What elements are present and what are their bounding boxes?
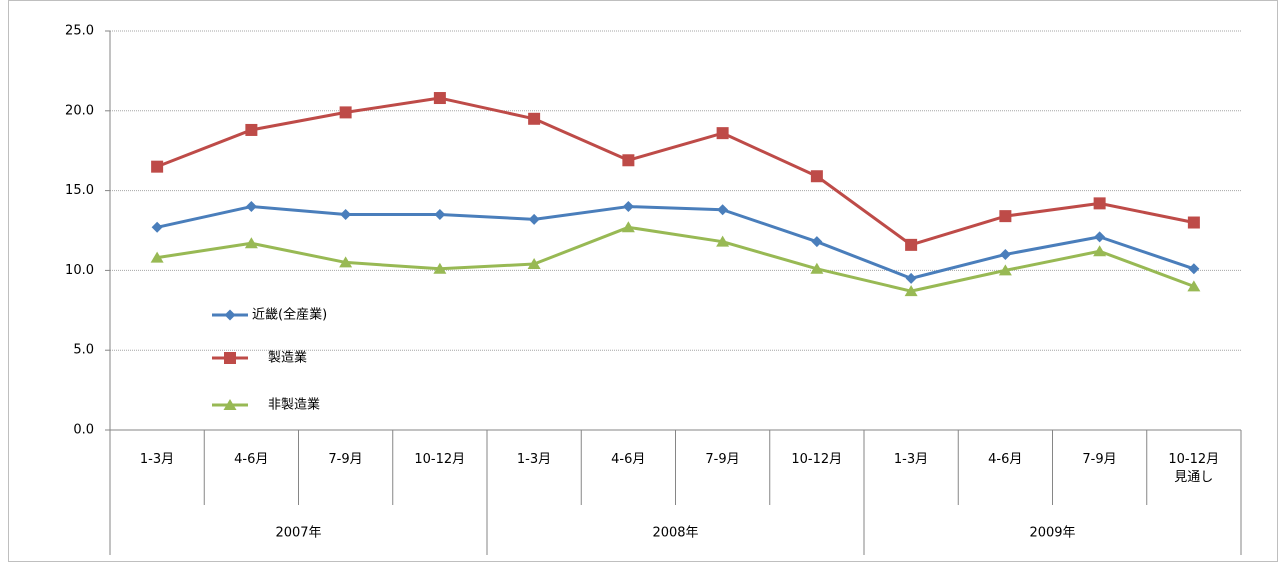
group-label: 2008年 [652,526,698,541]
x-tick-label: 10-12月 [791,452,843,467]
data-point [810,170,823,183]
data-point [1093,245,1107,257]
data-point [527,258,541,270]
x-tick-label: 7-9月 [705,452,740,467]
data-point [340,209,352,221]
data-point [622,201,634,213]
data-point [339,106,352,119]
x-tick-label: 4-6月 [988,452,1023,467]
data-point [151,160,164,173]
group-label: 2007年 [275,526,321,541]
data-point [1188,263,1200,275]
legend-marker [224,309,236,321]
y-tick-label: 0.0 [73,423,94,438]
data-point [245,123,258,136]
data-point [1093,197,1106,210]
data-point [433,92,446,105]
data-point [150,251,164,263]
x-tick-label: 1-3月 [516,452,552,467]
data-point [622,154,635,167]
data-point [999,248,1011,260]
data-point [245,201,257,213]
data-point [528,112,541,125]
data-point [998,264,1012,276]
series-line [156,205,1195,280]
legend-label: 近畿(全産業) [252,307,327,323]
legend-marker [224,352,236,364]
series-line [156,225,1195,293]
data-point [810,262,824,274]
data-point [717,204,729,216]
data-point [433,262,447,274]
x-tick-label: 1-3月 [139,452,175,467]
data-point [151,221,163,233]
data-point [716,235,730,247]
x-tick-label: 7-9月 [328,452,363,467]
x-tick-label: 10-12月 見通し [1168,452,1220,485]
y-tick-label: 10.0 [65,263,94,278]
chart-border [8,0,1278,562]
y-tick-label: 5.0 [73,343,94,358]
x-tick-label: 1-3月 [893,452,929,467]
data-point [904,285,918,297]
data-point [1187,280,1201,292]
y-tick-label: 25.0 [65,24,94,39]
y-tick-label: 15.0 [65,183,94,198]
data-point [528,213,540,225]
x-tick-label: 4-6月 [234,452,269,467]
series-line [156,96,1195,247]
x-tick-label: 10-12月 [414,452,466,467]
data-point [339,256,353,268]
data-point [999,210,1012,223]
data-point [434,209,446,221]
data-point [1094,231,1106,243]
group-label: 2009年 [1029,526,1075,541]
data-point [811,236,823,248]
x-tick-label: 4-6月 [611,452,646,467]
data-point [621,221,635,233]
data-point [244,237,258,249]
legend-marker [223,399,237,410]
data-point [905,238,918,251]
data-point [1187,216,1200,229]
y-tick-label: 20.0 [65,103,94,118]
legend-label: 非製造業 [268,397,320,413]
legend-label: 製造業 [268,350,307,366]
data-point [905,272,917,284]
x-tick-label: 7-9月 [1082,452,1117,467]
data-point [716,127,729,140]
